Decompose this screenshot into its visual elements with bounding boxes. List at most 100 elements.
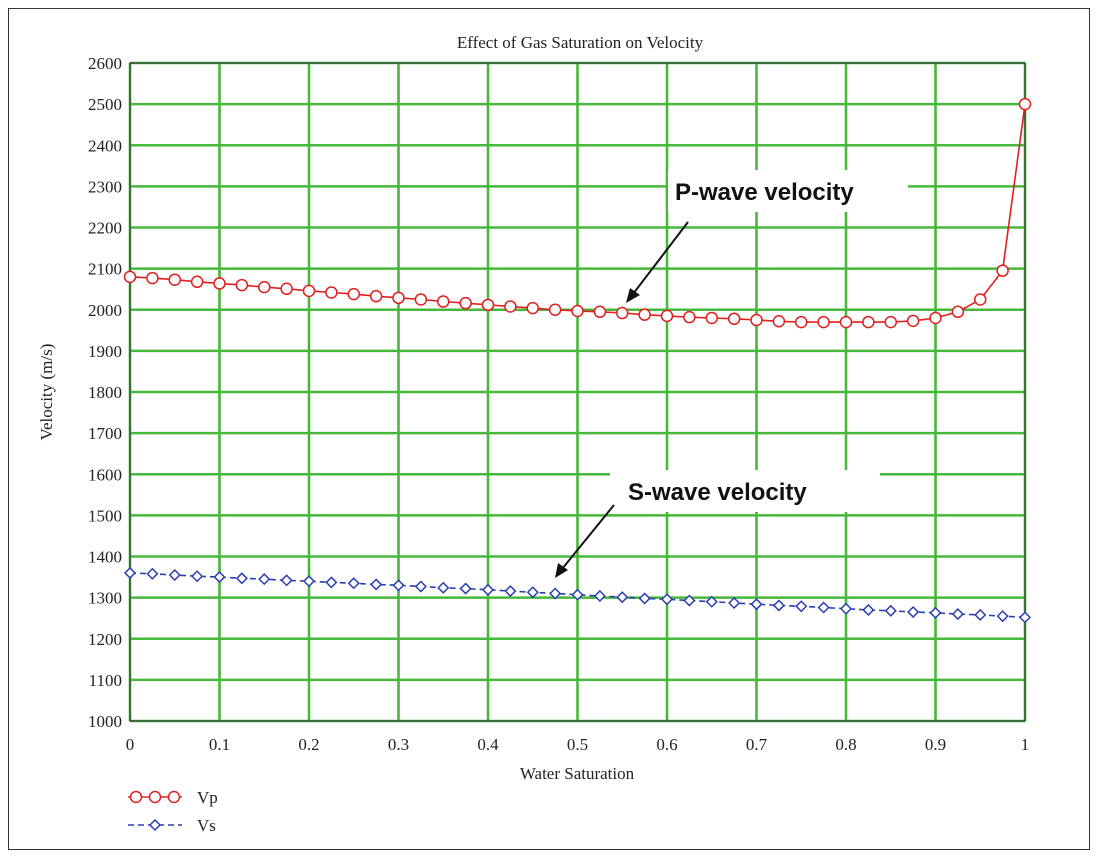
x-tick-label: 0.3 (388, 735, 409, 754)
x-tick-label: 0.8 (835, 735, 856, 754)
series-vs-point (616, 591, 629, 604)
annotation-s-wave: S-wave velocity (555, 470, 880, 578)
legend-entry-vp: Vp (128, 788, 218, 807)
series-vp-point (951, 305, 965, 319)
y-tick-label: 1600 (88, 465, 122, 484)
series-vs-point (996, 610, 1009, 623)
series-vp-point (347, 287, 360, 301)
y-tick-label: 2200 (88, 219, 122, 238)
series-vs-point (123, 566, 137, 580)
series-vp-point (906, 314, 920, 328)
series-vp-point (974, 293, 987, 306)
y-tick-label: 1200 (88, 630, 122, 649)
series-vs-point (235, 572, 248, 585)
series-vp-point (235, 278, 249, 292)
series-vp-point (190, 275, 204, 289)
series-vs-point (459, 582, 472, 595)
legend-vp-marker (148, 790, 162, 804)
y-tick-label: 2600 (88, 54, 122, 73)
series-vs-point (772, 599, 785, 612)
series-vs-point (974, 608, 987, 621)
series-vs-point (437, 581, 450, 594)
series-vp-point (302, 284, 316, 298)
series-vp-point (325, 286, 338, 299)
series-vp-point (660, 309, 674, 323)
series-vs-point (481, 583, 495, 596)
legend-vs-label: Vs (197, 816, 216, 835)
series-vp-point (593, 305, 607, 319)
x-tick-label: 1 (1021, 735, 1030, 754)
series-vs-point (280, 574, 293, 587)
series-vp-point (795, 315, 808, 329)
y-tick-label: 1100 (89, 671, 122, 690)
y-tick-label: 1000 (88, 712, 122, 731)
series-vs-point (392, 579, 405, 592)
y-axis-label: Velocity (m/s) (37, 344, 56, 441)
series-vs-point (504, 584, 517, 598)
x-axis-label: Water Saturation (520, 764, 635, 783)
series-vp-point (772, 315, 786, 328)
x-tick-label: 0.2 (298, 735, 319, 754)
series-vs-point (728, 596, 741, 610)
series-vs-point (660, 593, 674, 606)
series-vp-point (862, 315, 875, 329)
series-vp-point (437, 295, 450, 308)
series-vs-point (884, 604, 897, 617)
legend-vp-marker (129, 790, 143, 804)
series-vs-point (817, 601, 830, 614)
series-vp-point (369, 289, 383, 303)
series-vs-point (795, 600, 808, 613)
y-tick-label: 2400 (88, 136, 122, 155)
legend-vp-marker (167, 790, 181, 804)
series-vp-point (727, 312, 741, 326)
series-vs-point (325, 576, 338, 589)
series-vp-point (705, 311, 718, 325)
series-vs-point (370, 578, 383, 591)
series-vp-point (526, 301, 539, 315)
series-vp-point (571, 304, 584, 318)
series-vp-point (638, 308, 651, 321)
plot-area-border (129, 62, 1026, 722)
series-vs-point (302, 575, 316, 588)
annotation-s-wave-arrow (561, 504, 615, 570)
series-vp-point (616, 306, 629, 320)
series-vs-point (191, 570, 204, 583)
series-vs-point (683, 594, 696, 607)
x-tick-label: 0.7 (746, 735, 768, 754)
series-vp-point (481, 298, 495, 312)
series-vs-point (907, 605, 920, 619)
series-vs-point (593, 589, 606, 603)
series-vs-point (862, 603, 875, 617)
series-vs-point (750, 598, 763, 611)
legend-entry-vs: Vs (128, 816, 216, 835)
series-vp-point (884, 315, 897, 329)
x-tick-label: 0.1 (209, 735, 230, 754)
series-vp-point (548, 303, 562, 316)
y-tick-label: 2000 (88, 301, 122, 320)
series-vs-point (571, 588, 584, 601)
series-vs-point (258, 573, 271, 586)
annotation-p-wave: P-wave velocity (626, 170, 908, 303)
series-vs-point (146, 567, 159, 580)
y-tick-label: 1500 (88, 506, 122, 525)
y-tick-label: 1300 (88, 589, 122, 608)
series-vp-point (683, 310, 696, 324)
series-vs-point (549, 587, 562, 600)
series-vp-point (146, 271, 159, 285)
series-vp-point (280, 282, 293, 296)
annotation-s-wave-arrowhead (555, 563, 568, 578)
series-vp-point (504, 300, 517, 313)
series-vp-point (817, 315, 830, 329)
series-vs-point (414, 580, 427, 593)
series-vp-point (750, 313, 763, 327)
x-tick-label: 0.4 (477, 735, 499, 754)
series-vp-point (414, 293, 428, 306)
series-vs-point (705, 595, 718, 608)
series-vs-point (168, 568, 181, 582)
y-tick-label: 2100 (88, 260, 122, 279)
series-vp-point (168, 273, 181, 286)
y-tick-label: 1800 (88, 383, 122, 402)
series-vs-point (526, 586, 539, 599)
series-vs-point (347, 577, 360, 590)
series-vp-point (996, 264, 1009, 277)
